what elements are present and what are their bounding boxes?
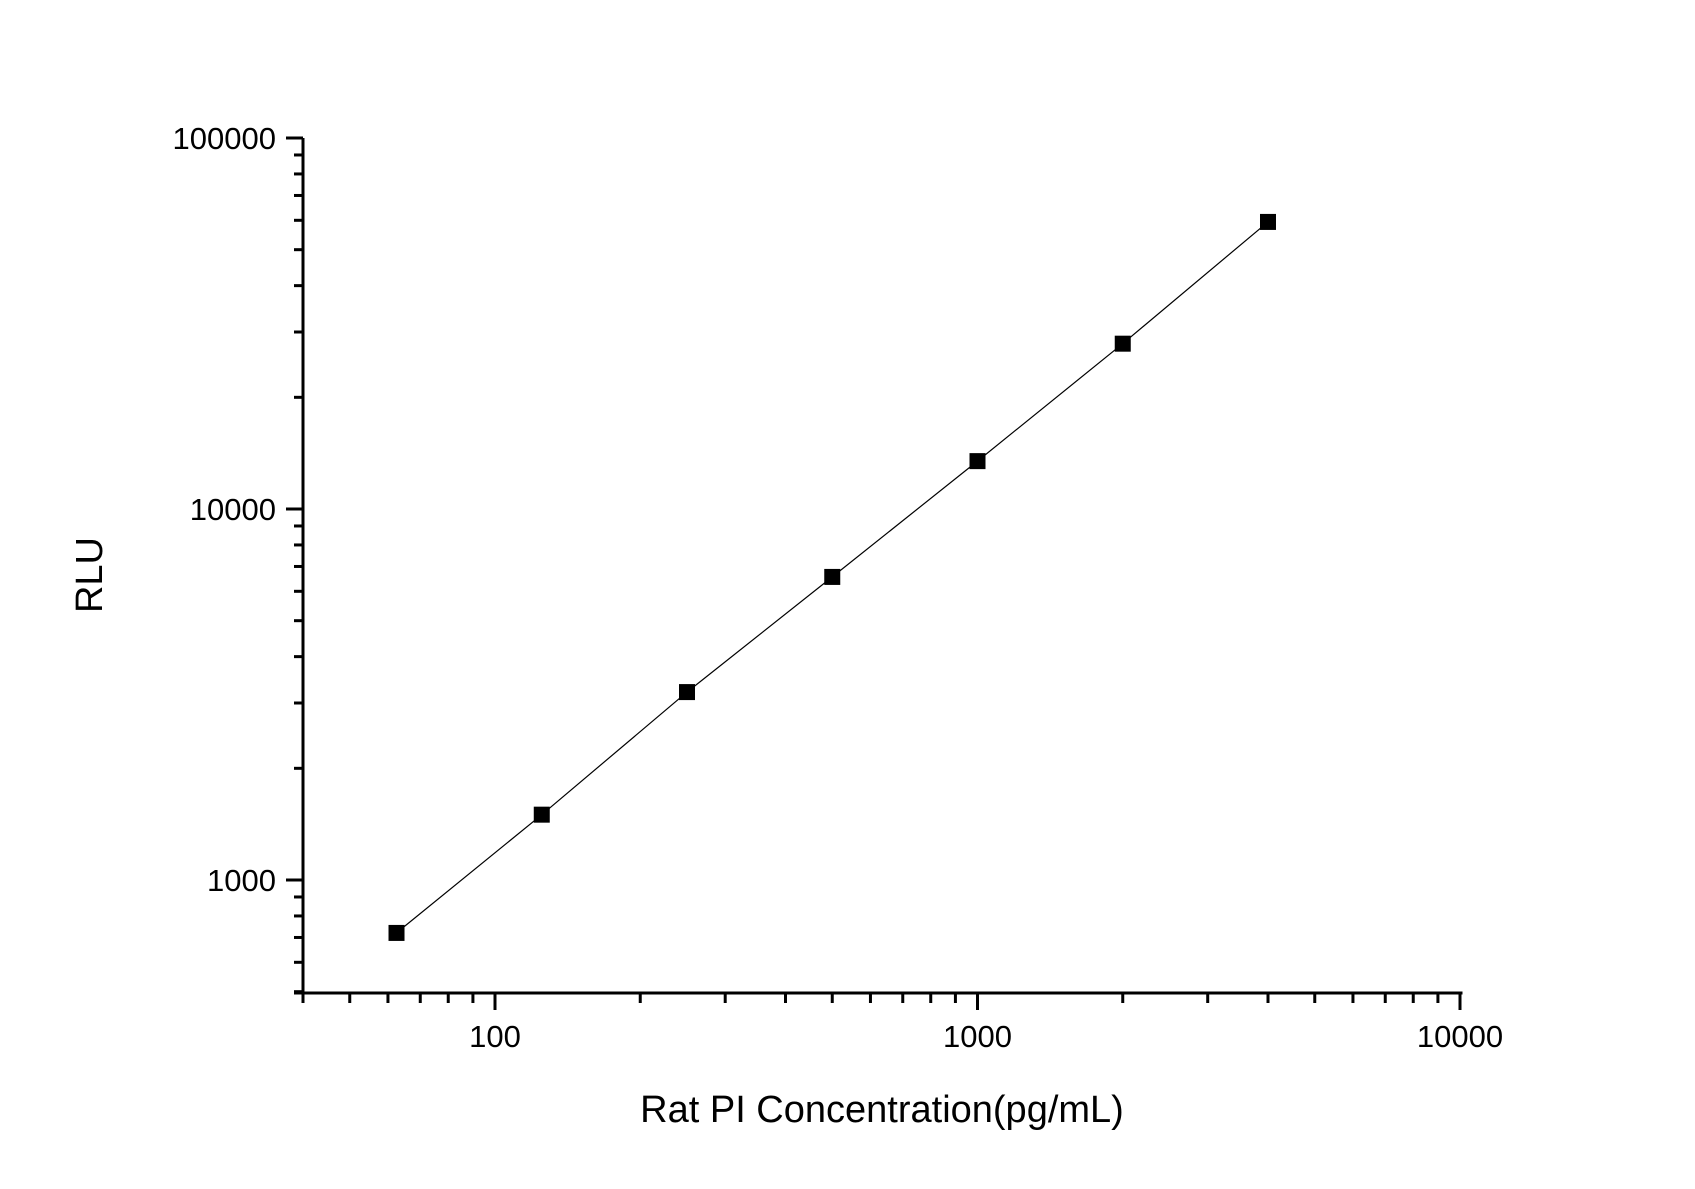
y-axis-title: RLU <box>69 537 111 613</box>
x-axis-title: Rat PI Concentration(pg/mL) <box>640 1089 1124 1131</box>
x-tick-label: 100 <box>469 1019 521 1054</box>
data-point-marker <box>533 806 550 823</box>
x-tick-label: 10000 <box>1417 1019 1503 1054</box>
y-tick-label: 100000 <box>173 121 276 156</box>
y-tick-label: 10000 <box>190 492 276 527</box>
data-point-marker <box>388 924 405 941</box>
x-axis: 100 1000 10000 <box>301 991 1503 1054</box>
data-point-marker <box>679 684 696 701</box>
y-tick-label: 1000 <box>207 863 276 898</box>
data-point-marker <box>824 568 841 585</box>
data-point-marker <box>969 453 986 470</box>
data-point-marker <box>1114 335 1131 352</box>
data-markers <box>388 213 1276 941</box>
data-point-marker <box>1259 213 1276 230</box>
x-tick-label: 1000 <box>943 1019 1012 1054</box>
y-axis: 1000 10000 100000 <box>173 121 305 995</box>
